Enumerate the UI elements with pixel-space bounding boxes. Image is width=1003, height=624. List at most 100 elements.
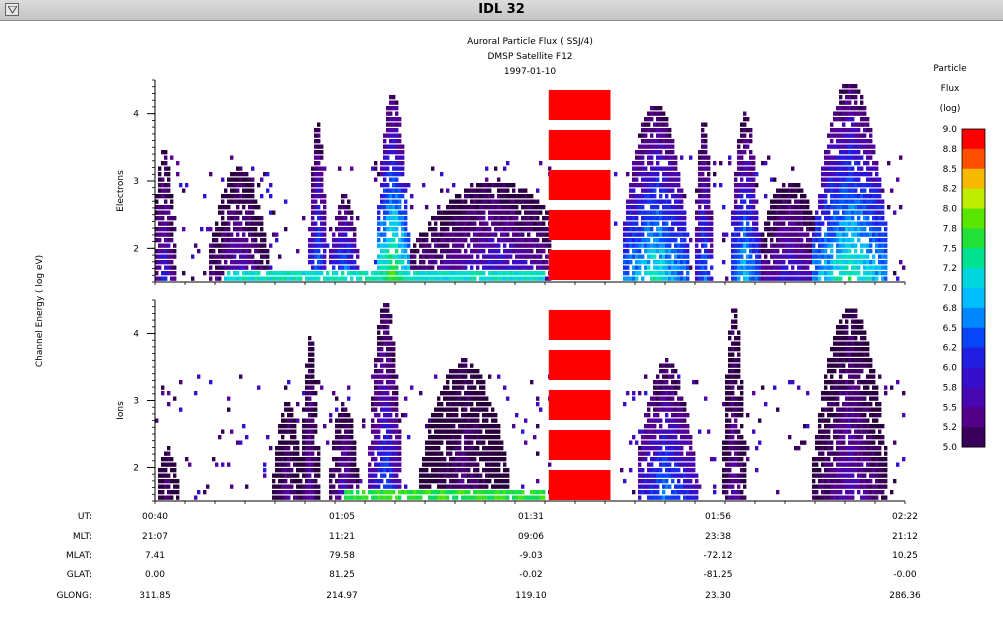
flux-cell xyxy=(410,205,414,210)
flux-cell xyxy=(818,254,822,259)
flux-cell xyxy=(647,194,651,199)
flux-cell xyxy=(470,216,474,221)
flux-cell xyxy=(689,265,693,270)
flux-cell xyxy=(401,260,405,265)
flux-cell xyxy=(755,260,759,265)
flux-cell xyxy=(425,243,429,248)
flux-cell xyxy=(338,490,342,495)
flux-cell xyxy=(848,150,852,155)
flux-cell xyxy=(665,446,669,451)
flux-cell xyxy=(275,484,279,489)
flux-cell xyxy=(377,172,381,177)
flux-cell xyxy=(308,435,312,440)
flux-cell xyxy=(665,451,669,456)
flux-cell xyxy=(410,385,414,390)
flux-cell xyxy=(434,254,438,259)
flux-cell xyxy=(635,166,639,171)
flux-cell xyxy=(287,407,291,412)
flux-cell xyxy=(785,271,789,276)
flux-cell xyxy=(869,150,873,155)
flux-cell xyxy=(776,210,780,215)
flux-cell xyxy=(323,194,327,199)
flux-cell xyxy=(290,276,294,281)
flux-cell xyxy=(488,205,492,210)
flux-cell xyxy=(455,435,459,440)
flux-cell xyxy=(290,424,294,429)
flux-cell xyxy=(479,457,483,462)
flux-cell xyxy=(428,429,432,434)
flux-cell xyxy=(332,271,336,276)
flux-cell xyxy=(479,249,483,254)
flux-cell xyxy=(857,177,861,182)
flux-cell xyxy=(464,473,468,478)
flux-cell xyxy=(260,216,264,221)
flux-cell xyxy=(464,495,468,500)
flux-cell xyxy=(767,265,771,270)
flux-cell xyxy=(494,418,498,423)
flux-cell xyxy=(377,271,381,276)
flux-cell xyxy=(497,177,501,182)
flux-cell xyxy=(476,424,480,429)
flux-cell xyxy=(779,265,783,270)
flux-cell xyxy=(242,188,246,193)
flux-cell xyxy=(506,271,510,276)
flux-cell xyxy=(746,194,750,199)
flux-cell xyxy=(845,133,849,138)
flux-cell xyxy=(881,271,885,276)
flux-cell xyxy=(680,216,684,221)
flux-cell xyxy=(848,139,852,144)
flux-cell xyxy=(488,479,492,484)
flux-cell xyxy=(203,194,207,199)
flux-cell xyxy=(680,413,684,418)
flux-cell xyxy=(317,276,321,281)
flux-cell xyxy=(437,435,441,440)
flux-cell xyxy=(659,249,663,254)
flux-cell xyxy=(392,385,396,390)
flux-cell xyxy=(467,276,471,281)
flux-cell xyxy=(836,276,840,281)
flux-cell xyxy=(671,188,675,193)
flux-cell xyxy=(857,133,861,138)
flux-cell xyxy=(860,144,864,149)
flux-cell xyxy=(506,221,510,226)
flux-cell xyxy=(368,446,372,451)
flux-cell xyxy=(485,413,489,418)
flux-cell xyxy=(332,473,336,478)
flux-cell xyxy=(461,418,465,423)
flux-cell xyxy=(782,188,786,193)
flux-cell xyxy=(638,490,642,495)
flux-cell xyxy=(824,188,828,193)
flux-cell xyxy=(515,276,519,281)
flux-cell xyxy=(479,424,483,429)
flux-cell xyxy=(647,117,651,122)
flux-cell xyxy=(851,254,855,259)
flux-cell xyxy=(662,363,666,368)
flux-cell xyxy=(455,221,459,226)
flux-cell xyxy=(311,446,315,451)
flux-cell xyxy=(866,210,870,215)
flux-cell xyxy=(320,194,324,199)
flux-cell xyxy=(848,144,852,149)
flux-cell xyxy=(470,396,474,401)
flux-cell xyxy=(278,254,282,259)
flux-cell xyxy=(674,440,678,445)
flux-cell xyxy=(446,462,450,467)
flux-cell xyxy=(278,429,282,434)
flux-cell xyxy=(725,232,729,237)
flux-cell xyxy=(311,260,315,265)
window-menu-button[interactable] xyxy=(5,3,19,16)
flux-cell xyxy=(824,238,828,243)
flux-cell xyxy=(647,128,651,133)
flux-cell xyxy=(776,232,780,237)
flux-cell xyxy=(311,358,315,363)
flux-cell xyxy=(428,276,432,281)
flux-cell xyxy=(491,216,495,221)
flux-cell xyxy=(455,418,459,423)
flux-cell xyxy=(845,155,849,160)
flux-cell xyxy=(455,199,459,204)
flux-cell xyxy=(809,254,813,259)
flux-cell xyxy=(332,440,336,445)
flux-cell xyxy=(824,166,828,171)
flux-cell xyxy=(860,188,864,193)
flux-cell xyxy=(278,484,282,489)
